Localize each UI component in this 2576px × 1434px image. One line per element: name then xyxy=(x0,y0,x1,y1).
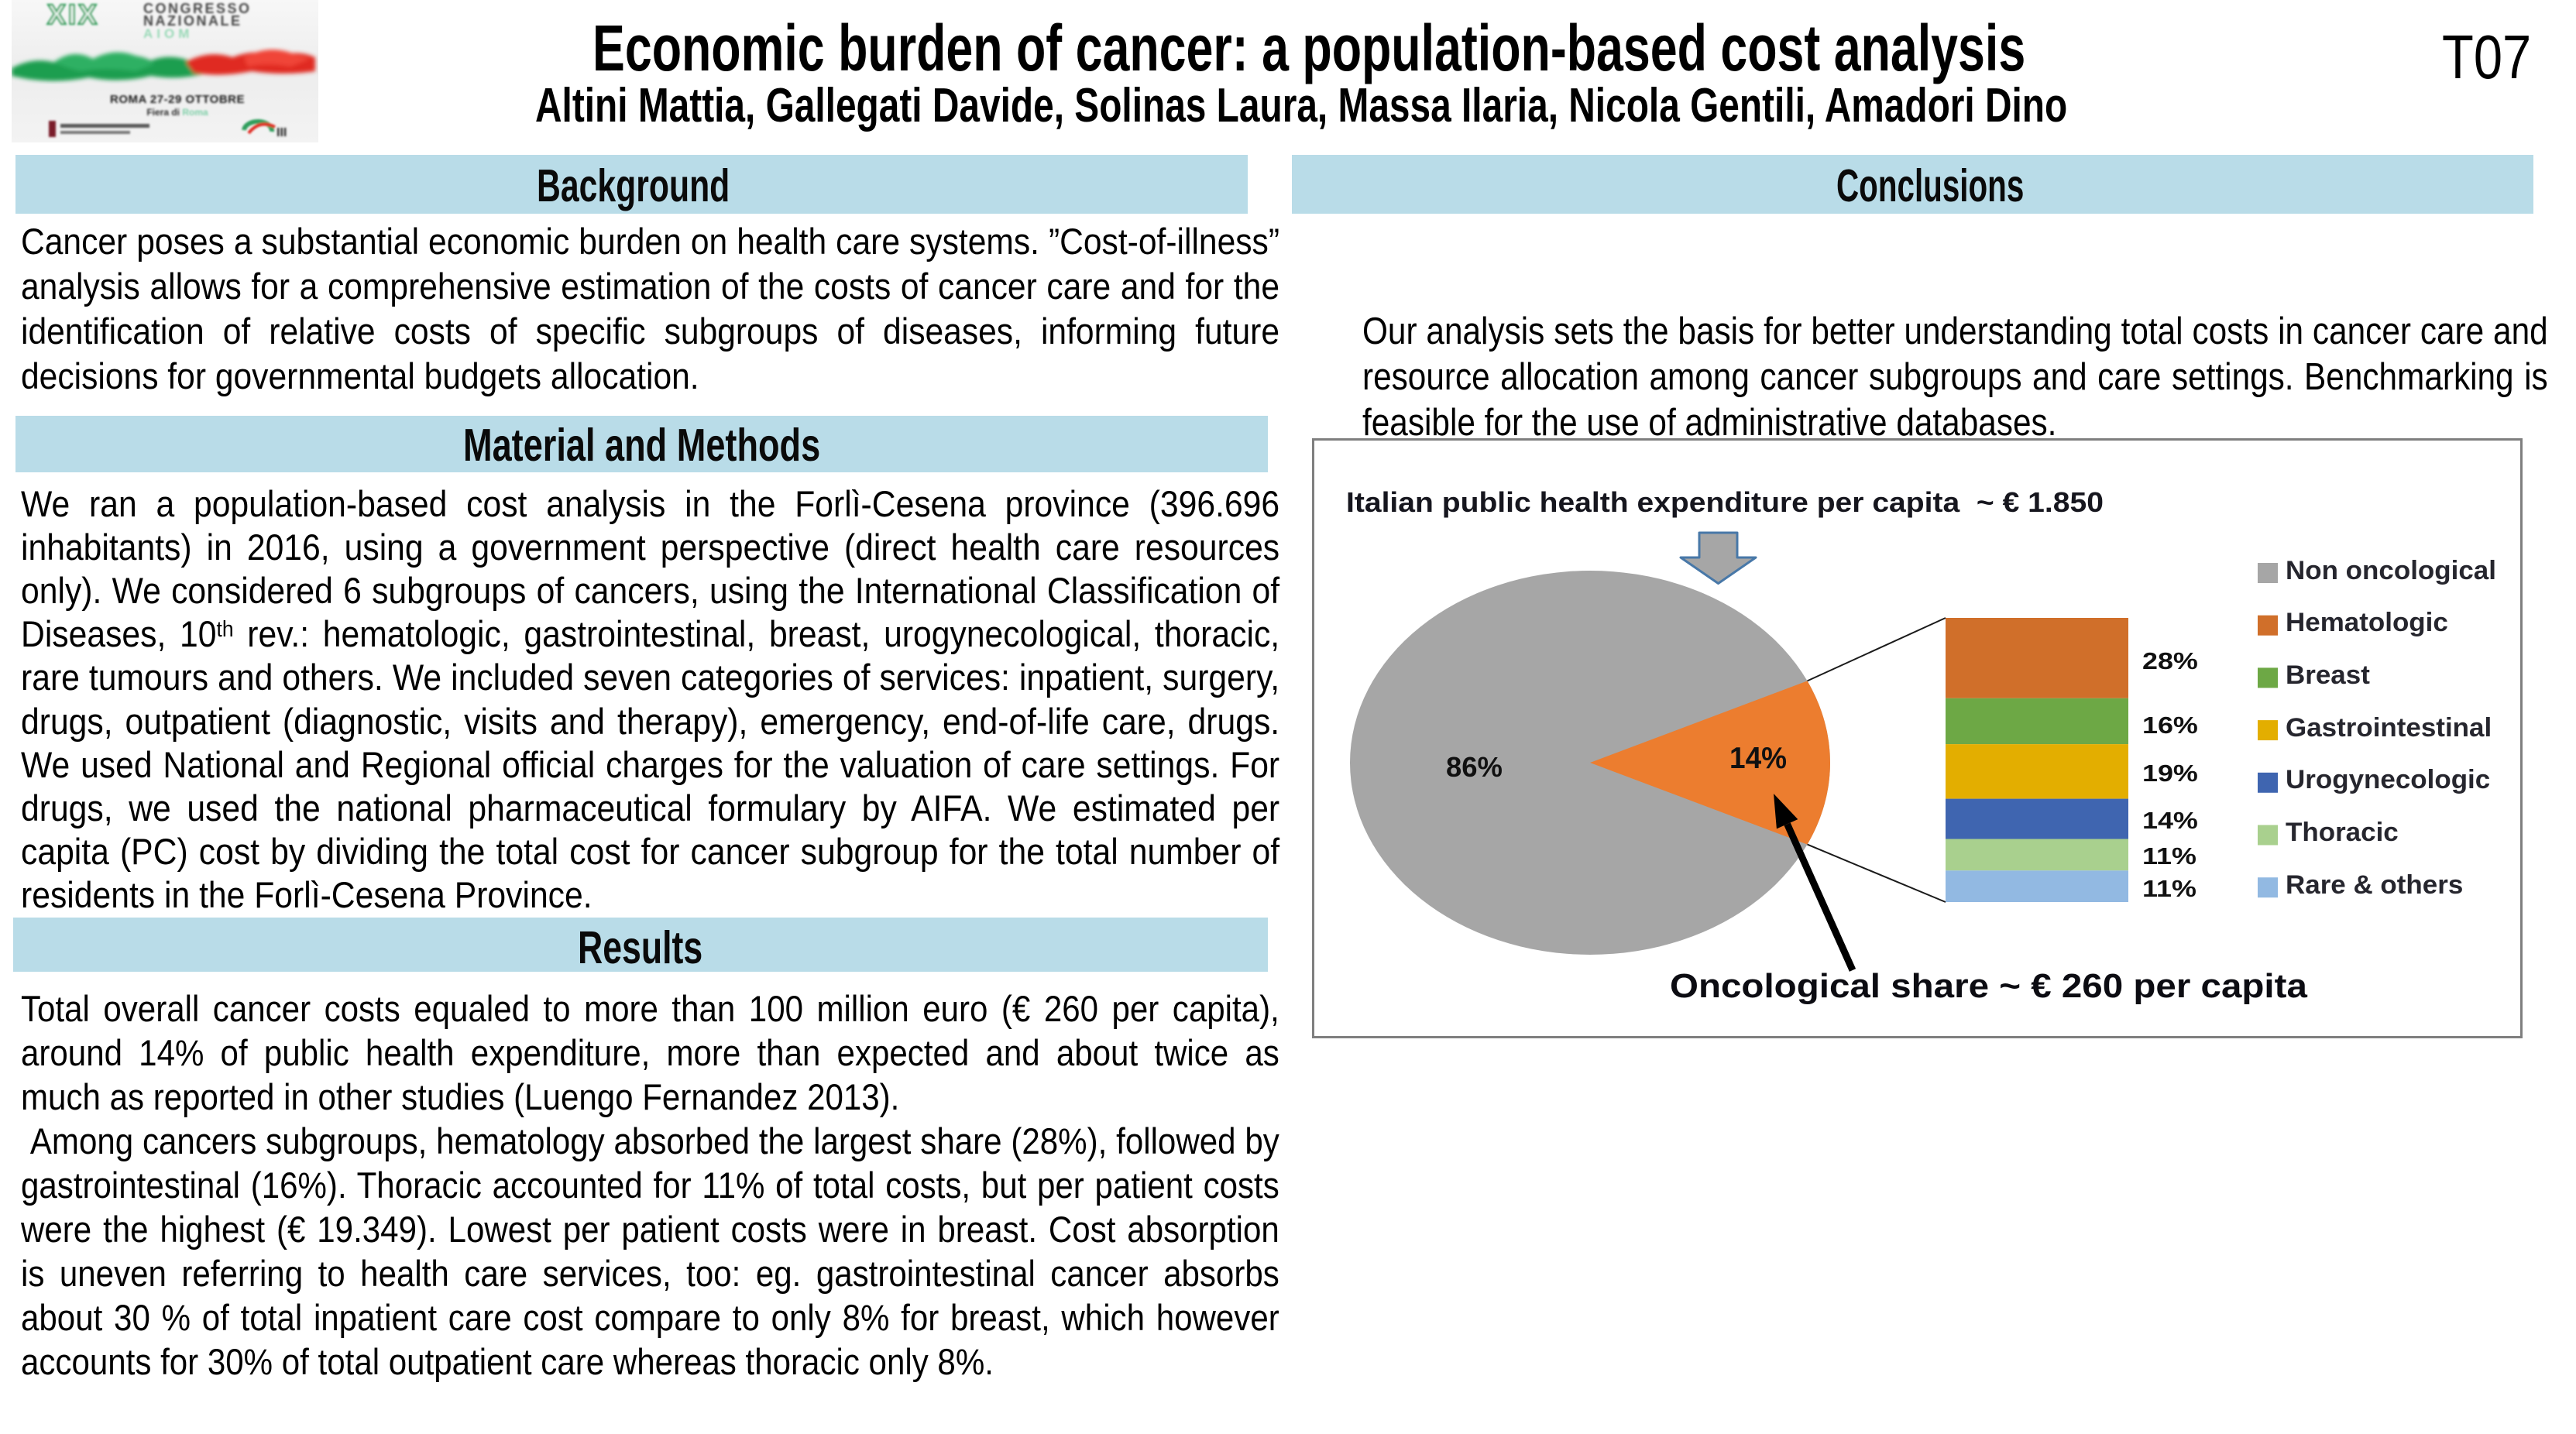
svg-text:NAZIONALE: NAZIONALE xyxy=(143,13,242,29)
svg-text:CONGRESSO: CONGRESSO xyxy=(143,1,252,16)
svg-text:Fiera di Roma: Fiera di Roma xyxy=(146,107,208,118)
svg-text:ROMA 27-29 OTTOBRE: ROMA 27-29 OTTOBRE xyxy=(110,93,245,106)
svg-text:III: III xyxy=(276,126,287,139)
svg-text:XIX: XIX xyxy=(47,0,99,30)
svg-text:AIOM: AIOM xyxy=(143,26,193,41)
